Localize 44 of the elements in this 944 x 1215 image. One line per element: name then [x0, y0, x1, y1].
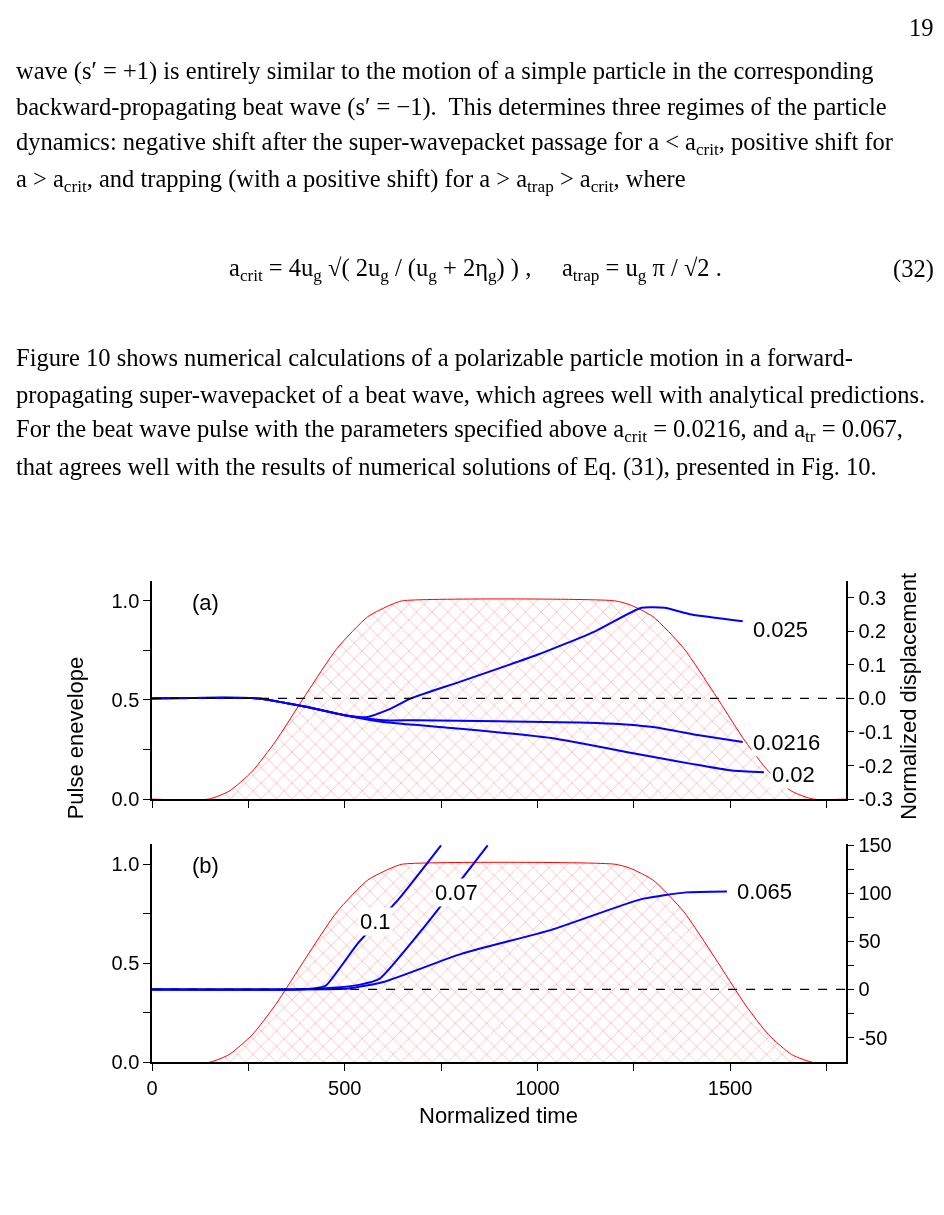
chart-title: (b)	[192, 853, 219, 878]
text: a > a$_{crit}$, and trapping (with a positive shift) for a > a$_{trap}$ > a$_{crit}$, where	[16, 165, 686, 197]
x-tick-label: 1000	[515, 1077, 560, 1100]
text: (32)	[893, 255, 934, 283]
y-tick-label: 0.5	[111, 688, 140, 711]
y2-tick-label: -0.1	[858, 721, 893, 743]
x-tick-label: 1500	[707, 1077, 753, 1100]
y2-tick-label: -50	[858, 1026, 888, 1049]
caption: Figure 10 shows numerical calculations of a polarizable particle motion in a forward-	[16, 344, 853, 371]
series-label: 0.1	[360, 909, 391, 934]
chart-title: (a)	[192, 590, 219, 615]
text: backward-propagating beat wave (s′ = −1). This determines three regimes of the particle	[16, 93, 887, 121]
y2-tick-label: 0	[858, 978, 870, 1001]
y2-axis-title: Normalized displacement	[896, 572, 922, 820]
series-label: 0.02	[772, 762, 815, 787]
y-tick-label: 0.0	[111, 788, 140, 811]
series-label: 0.07	[435, 880, 478, 905]
y2-tick-label: -0.3	[858, 788, 893, 811]
text: dynamics: negative shift after the super-wavepacket passage for a < a$_{crit}$, positive shift for	[16, 128, 894, 160]
text: wave (s′ = +1) is entirely similar to the motion of a simple particle in the corresponding	[16, 57, 874, 85]
x-tick-label: 500	[328, 1077, 362, 1100]
y2-tick-label: 0.3	[858, 586, 887, 609]
text: that agrees well with the results of numerical solutions of Eq. (31), presented in Fig. 10.	[16, 453, 877, 481]
y2-tick-label: 150	[858, 834, 892, 857]
y2-tick-label: 100	[858, 882, 892, 905]
y2-tick-label: 50	[858, 930, 881, 953]
x-tick-label: 0	[146, 1077, 158, 1100]
series-label: 0.025	[753, 617, 809, 642]
x-axis-title: Normalized time	[419, 1103, 578, 1128]
y-tick-label: 1.0	[111, 589, 140, 612]
text: For the beat wave pulse with the parameters specified above a$_{crit}$ = 0.0216, and a$_{tr}$ = 0.067,	[16, 415, 903, 447]
y-axis-title: Pulse enevelope	[62, 656, 88, 820]
series-label: 0.0216	[753, 730, 821, 755]
text: 19	[909, 14, 934, 41]
text: propagating super-wavepacket of a beat wave, which agrees well with analytical predictions.	[16, 381, 926, 408]
y2-tick-label: 0.1	[858, 653, 887, 676]
y2-tick-label: 0.0	[858, 687, 887, 710]
y2-tick-label: 0.2	[858, 620, 887, 643]
y-tick-label: 1.0	[111, 853, 140, 876]
series-label: 0.065	[737, 879, 793, 904]
y2-tick-label: -0.2	[858, 754, 893, 777]
y-tick-label: 0.0	[111, 1051, 140, 1074]
text: a$_{crit}$ = 4u$_{g}$ √( 2u$_{g}$ / (u$_{g}$ + 2η$_{g}$) ) , a$_{trap}$ = u$_{g}$ π / √2 .	[229, 254, 722, 286]
y-tick-label: 0.5	[111, 952, 140, 975]
